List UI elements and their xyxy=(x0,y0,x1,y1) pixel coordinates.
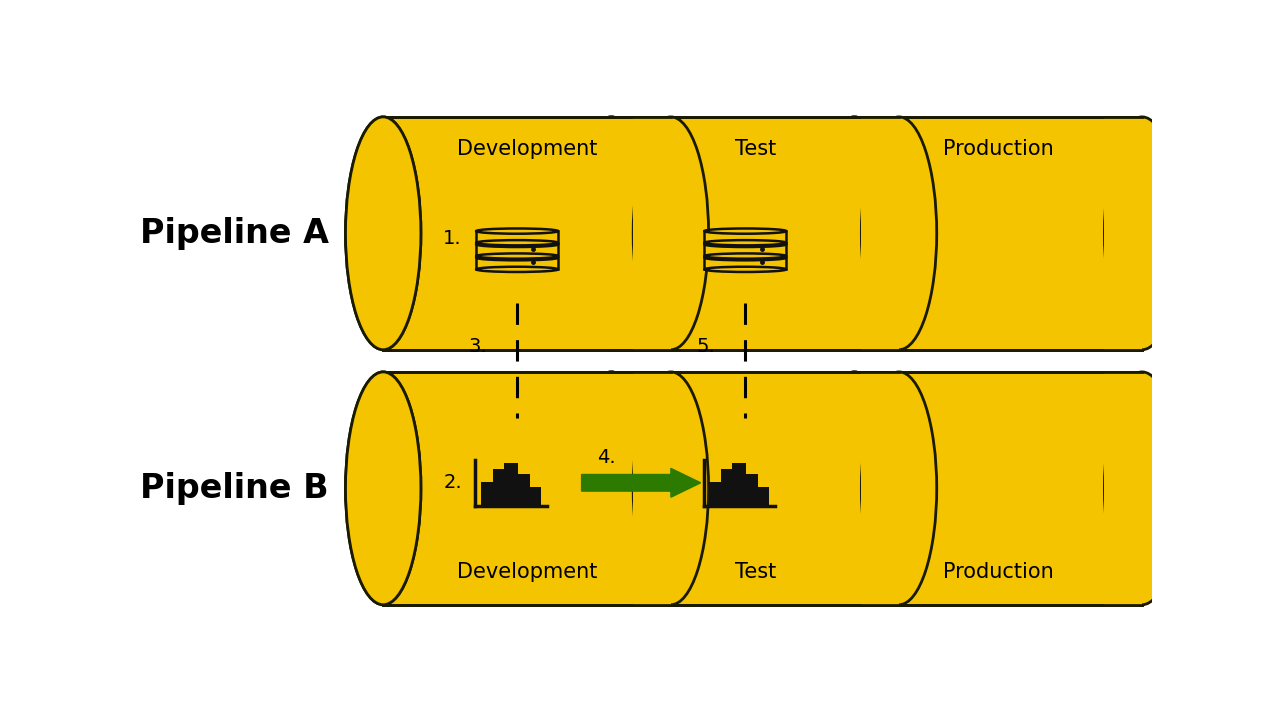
Ellipse shape xyxy=(573,117,649,350)
Text: 5.: 5. xyxy=(696,338,716,356)
Bar xyxy=(634,372,671,605)
Bar xyxy=(504,463,518,506)
Ellipse shape xyxy=(634,372,709,605)
Bar xyxy=(709,482,723,506)
Ellipse shape xyxy=(476,242,558,247)
Bar xyxy=(861,117,899,350)
Text: Test: Test xyxy=(735,562,776,582)
Bar xyxy=(383,117,671,350)
Text: Production: Production xyxy=(943,562,1053,582)
Text: Pipeline A: Pipeline A xyxy=(140,217,329,250)
Ellipse shape xyxy=(861,372,937,605)
Ellipse shape xyxy=(704,228,786,234)
Bar xyxy=(855,117,1142,350)
Ellipse shape xyxy=(817,372,892,605)
Text: 3.: 3. xyxy=(468,338,486,356)
Ellipse shape xyxy=(476,228,558,234)
Bar xyxy=(516,474,530,506)
Text: 2.: 2. xyxy=(443,473,462,492)
Bar xyxy=(493,469,507,506)
Text: 4.: 4. xyxy=(596,449,616,467)
Ellipse shape xyxy=(346,372,421,605)
Ellipse shape xyxy=(704,240,786,246)
Ellipse shape xyxy=(476,253,558,258)
Ellipse shape xyxy=(704,242,786,247)
Ellipse shape xyxy=(573,372,649,605)
Ellipse shape xyxy=(634,117,709,350)
Bar xyxy=(704,244,786,256)
Bar xyxy=(612,372,899,605)
Bar xyxy=(855,372,1142,605)
Ellipse shape xyxy=(704,255,786,261)
Bar xyxy=(481,482,495,506)
Ellipse shape xyxy=(1105,117,1180,350)
Bar xyxy=(612,117,899,350)
Ellipse shape xyxy=(476,255,558,261)
Bar xyxy=(704,231,786,243)
Bar xyxy=(721,469,735,506)
Bar xyxy=(744,474,758,506)
FancyArrow shape xyxy=(581,469,700,498)
Bar xyxy=(476,231,558,243)
Text: Test: Test xyxy=(735,140,776,160)
Bar xyxy=(527,487,541,506)
Bar xyxy=(861,372,899,605)
Text: Development: Development xyxy=(457,140,598,160)
Bar xyxy=(476,244,558,256)
Ellipse shape xyxy=(346,117,421,350)
Text: 1.: 1. xyxy=(443,230,462,248)
Text: Production: Production xyxy=(943,140,1053,160)
Bar xyxy=(704,258,786,269)
Bar xyxy=(383,372,671,605)
Bar xyxy=(732,463,746,506)
Ellipse shape xyxy=(861,117,937,350)
Ellipse shape xyxy=(573,372,649,605)
Bar xyxy=(1105,117,1142,350)
Ellipse shape xyxy=(817,117,892,350)
Ellipse shape xyxy=(1105,372,1180,605)
Ellipse shape xyxy=(573,117,649,350)
Bar xyxy=(634,117,671,350)
Ellipse shape xyxy=(817,117,892,350)
Ellipse shape xyxy=(476,240,558,246)
Text: Development: Development xyxy=(457,562,598,582)
Ellipse shape xyxy=(346,372,421,605)
Bar xyxy=(476,258,558,269)
Ellipse shape xyxy=(704,266,786,272)
Ellipse shape xyxy=(704,253,786,258)
Ellipse shape xyxy=(476,266,558,272)
Ellipse shape xyxy=(817,372,892,605)
Text: Pipeline B: Pipeline B xyxy=(140,472,329,505)
Bar xyxy=(1105,372,1142,605)
Ellipse shape xyxy=(346,117,421,350)
Bar xyxy=(755,487,769,506)
